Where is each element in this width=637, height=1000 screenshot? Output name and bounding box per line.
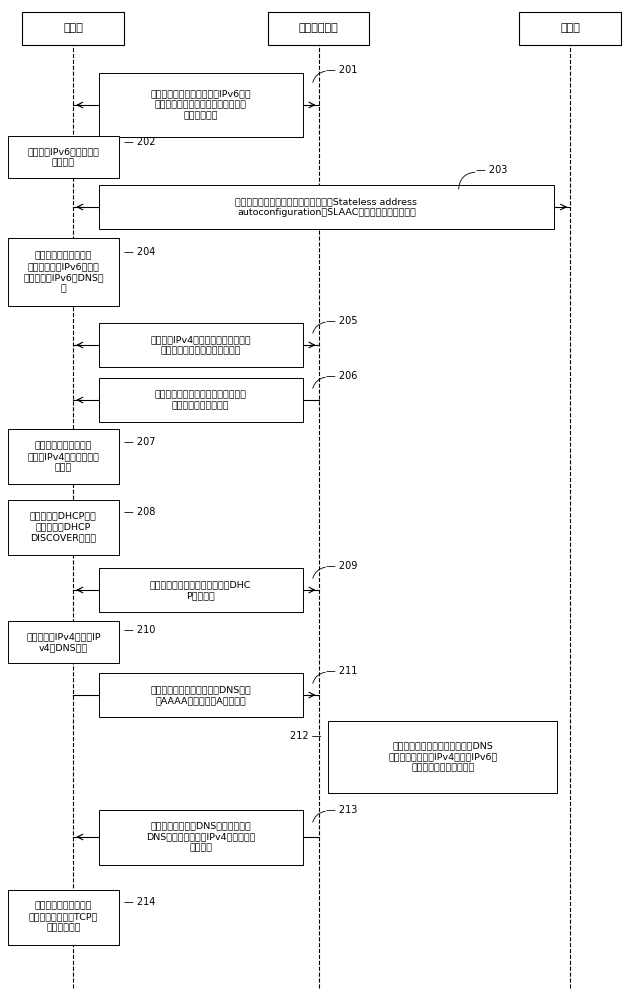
- Text: — 202: — 202: [124, 137, 155, 147]
- FancyBboxPatch shape: [99, 568, 303, 612]
- Text: 数据通道产品收到DNS响应消息后将
DNS响应消息封装在IPv4包里、发送
给用户侧: 数据通道产品收到DNS响应消息后将 DNS响应消息封装在IPv4包里、发送 给用…: [146, 821, 255, 853]
- Text: 用户侧和数据通道产品之间进行DHC
P消息交互: 用户侧和数据通道产品之间进行DHC P消息交互: [150, 580, 252, 600]
- Text: — 209: — 209: [326, 561, 357, 571]
- Text: 联网成功后，数据通道产品发送联网
成功指示消息给用户侧: 联网成功后，数据通道产品发送联网 成功指示消息给用户侧: [155, 390, 247, 410]
- FancyBboxPatch shape: [99, 673, 303, 717]
- Text: 数据通道产品: 数据通道产品: [299, 23, 338, 33]
- FancyBboxPatch shape: [8, 429, 119, 484]
- Text: 域名解析完毕，用户侧
上的应用程序发起TCP连
接，开始上网: 域名解析完毕，用户侧 上的应用程序发起TCP连 接，开始上网: [29, 901, 98, 933]
- Text: — 211: — 211: [326, 666, 357, 676]
- Text: — 207: — 207: [124, 437, 155, 447]
- Text: — 204: — 204: [124, 247, 155, 257]
- Text: 用户侧与网络侧通过无状态自动配置（Stateless address
autoconfiguration，SLAAC）的路由通告消息交互: 用户侧与网络侧通过无状态自动配置（Stateless address autoc…: [236, 197, 417, 217]
- Text: 用户上网，用户侧发送两种DNS请求
，AAAA类型在先，A类型在后: 用户上网，用户侧发送两种DNS请求 ，AAAA类型在先，A类型在后: [150, 685, 251, 705]
- Text: — 201: — 201: [326, 65, 357, 75]
- FancyBboxPatch shape: [99, 323, 303, 367]
- FancyBboxPatch shape: [8, 621, 119, 663]
- Text: — 210: — 210: [124, 625, 155, 635]
- Text: 用户侧发IPv4的联网请求，数据通道
产品在空口拨号并返回成功响应: 用户侧发IPv4的联网请求，数据通道 产品在空口拨号并返回成功响应: [150, 335, 251, 355]
- Text: 用户侧收到联网成功指
示后，IPv4通道的网卡开
启动作: 用户侧收到联网成功指 示后，IPv4通道的网卡开 启动作: [27, 441, 99, 473]
- FancyBboxPatch shape: [268, 11, 369, 44]
- FancyBboxPatch shape: [8, 500, 119, 554]
- FancyBboxPatch shape: [22, 11, 124, 44]
- Text: — 213: — 213: [326, 805, 357, 815]
- Text: 用户侧发起DHCP过程
（通过广播DHCP
DISCOVER消息）: 用户侧发起DHCP过程 （通过广播DHCP DISCOVER消息）: [30, 511, 97, 543]
- Text: — 203: — 203: [476, 165, 508, 175]
- Text: 用户侧获取IPv4地址和IP
v4的DNS地址: 用户侧获取IPv4地址和IP v4的DNS地址: [26, 632, 101, 652]
- FancyBboxPatch shape: [328, 721, 557, 793]
- FancyBboxPatch shape: [99, 185, 554, 229]
- FancyBboxPatch shape: [8, 890, 119, 944]
- Text: — 214: — 214: [124, 897, 155, 907]
- Text: 无状态自动配置过程后
，用户侧获取IPv6地址，
但其中没有IPv6的DNS地
址: 无状态自动配置过程后 ，用户侧获取IPv6地址， 但其中没有IPv6的DNS地 …: [23, 251, 104, 293]
- Text: 用户侧: 用户侧: [63, 23, 83, 33]
- Text: — 205: — 205: [326, 316, 357, 326]
- FancyBboxPatch shape: [99, 378, 303, 422]
- Text: 212 —: 212 —: [290, 731, 322, 741]
- Text: — 206: — 206: [326, 371, 357, 381]
- FancyBboxPatch shape: [99, 810, 303, 864]
- Text: 数据通道产品将生成的两个含有DNS
请求的包分别通过IPv4通道和IPv6通
道发送到网络侧服务器上: 数据通道产品将生成的两个含有DNS 请求的包分别通过IPv4通道和IPv6通 道…: [388, 741, 497, 773]
- Text: — 208: — 208: [124, 507, 155, 517]
- Text: 用户侧向数据通道产品下发IPv6联网
指令，数据通道产品联网并给用户侧
联网成功回应: 用户侧向数据通道产品下发IPv6联网 指令，数据通道产品联网并给用户侧 联网成功…: [150, 89, 251, 121]
- FancyBboxPatch shape: [8, 136, 119, 178]
- FancyBboxPatch shape: [99, 73, 303, 136]
- FancyBboxPatch shape: [8, 238, 119, 306]
- Text: 用户侧的IPv6通道的网卡
开启动作: 用户侧的IPv6通道的网卡 开启动作: [27, 147, 99, 167]
- Text: 网络侧: 网络侧: [560, 23, 580, 33]
- FancyBboxPatch shape: [519, 11, 621, 44]
